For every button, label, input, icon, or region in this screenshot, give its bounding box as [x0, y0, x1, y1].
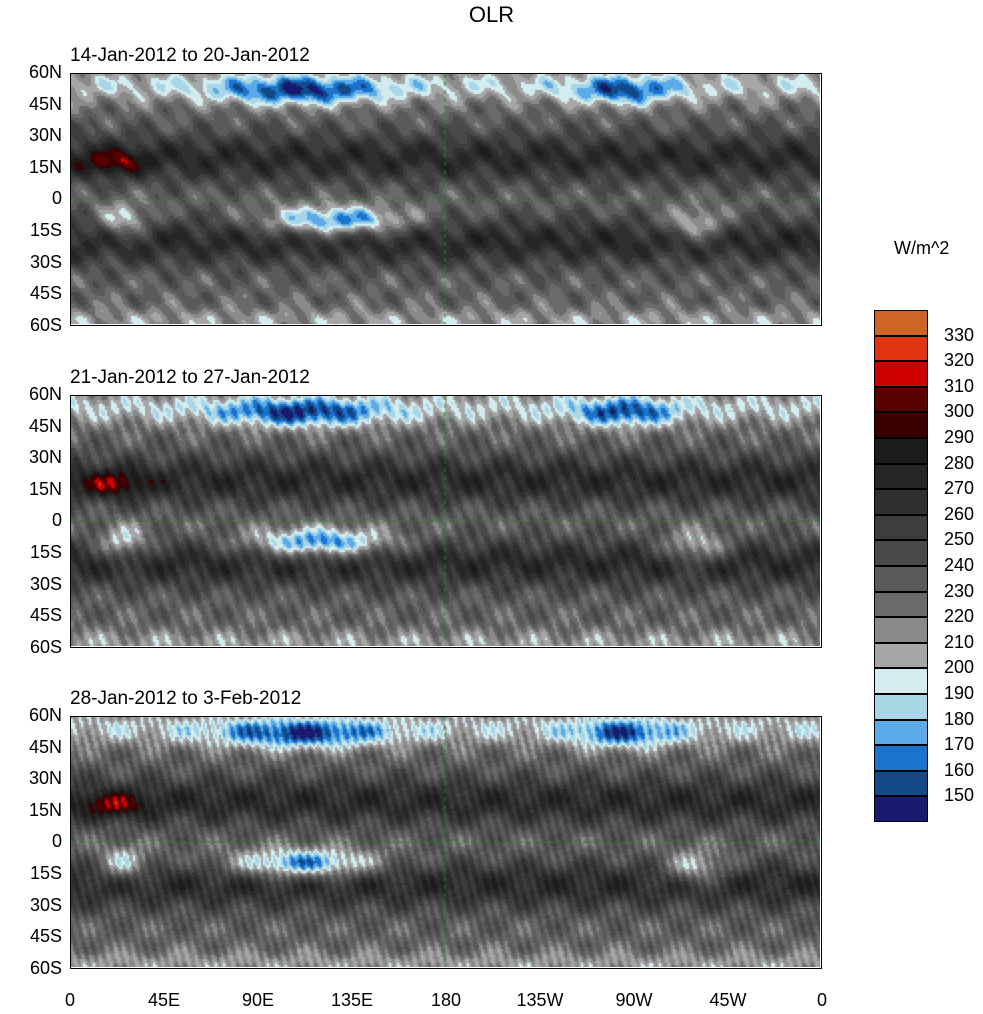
panel-title: 14-Jan-2012 to 20-Jan-2012: [70, 45, 310, 66]
lat-label: 0: [51, 510, 62, 531]
lat-label: 45S: [29, 283, 62, 304]
colorbar-box: [874, 412, 928, 438]
colorbar-label: 190: [944, 683, 975, 703]
colorbar-label: 210: [944, 631, 975, 652]
colorbar-box: [874, 770, 928, 797]
colorbar-box: [874, 745, 928, 771]
colorbar-box: [874, 796, 928, 822]
lat-label: 45S: [29, 605, 62, 626]
colorbar-label: 200: [944, 657, 975, 678]
lat-label: 30S: [29, 251, 62, 272]
lat-label: 60S: [29, 636, 62, 657]
lat-label: 60S: [29, 957, 62, 978]
map-panel: [70, 395, 822, 648]
panel-title: 28-Jan-2012 to 3-Feb-2012: [70, 688, 302, 709]
panel-title: 21-Jan-2012 to 27-Jan-2012: [70, 367, 310, 388]
colorbar-box: [874, 489, 928, 515]
colorbar-box: [874, 642, 928, 669]
lat-label: 30S: [29, 573, 62, 594]
olr-contour-map: [71, 396, 820, 646]
colorbar-label: 290: [944, 427, 975, 447]
map-panel: [70, 73, 822, 326]
colorbar-label: 230: [944, 580, 975, 601]
olr-contour-map: [71, 717, 820, 967]
lat-label: 30N: [28, 447, 62, 468]
lat-label: 60S: [29, 314, 62, 335]
colorbar-label: 310: [944, 375, 975, 396]
colorbar-box: [874, 361, 928, 387]
colorbar-box: [874, 514, 928, 541]
colorbar-box: [874, 694, 928, 720]
lat-label: 15S: [29, 220, 62, 240]
lon-label: 90E: [241, 990, 275, 1010]
lon-label: 90W: [615, 990, 653, 1010]
colorbar-box: [874, 617, 928, 643]
lat-label: 60N: [28, 62, 62, 82]
lon-label: 45W: [709, 990, 747, 1010]
olr-contour-map: [71, 74, 820, 324]
lon-label: 0: [816, 990, 827, 1010]
colorbar-box: [874, 335, 928, 362]
colorbar-label: 300: [944, 401, 975, 422]
lat-label: 15N: [28, 156, 62, 177]
lon-label: 0: [64, 990, 75, 1010]
lat-label: 15N: [28, 478, 62, 499]
colorbar-label: 270: [944, 478, 975, 499]
colorbar-box: [874, 668, 928, 694]
lon-label: 180: [430, 990, 462, 1010]
colorbar-label: 220: [944, 606, 975, 627]
colorbar-label: 160: [944, 759, 975, 780]
lat-label: 45S: [29, 926, 62, 947]
colorbar-label: 260: [944, 503, 975, 524]
lon-label: 45E: [147, 990, 181, 1010]
colorbar-label: 180: [944, 708, 975, 729]
lat-label: 45N: [28, 415, 62, 436]
lat-label: 0: [51, 831, 62, 852]
lat-label: 45N: [28, 93, 62, 114]
colorbar-box: [874, 591, 928, 618]
colorbar-box: [874, 438, 928, 464]
colorbar-label: 170: [944, 734, 975, 755]
lat-label: 15N: [28, 799, 62, 820]
lon-label: 135E: [330, 990, 374, 1010]
lat-label: 30S: [29, 894, 62, 915]
lat-label: 60N: [28, 705, 62, 725]
colorbar-label: 150: [944, 785, 975, 806]
lon-label: 135W: [516, 990, 564, 1010]
lat-label: 30N: [28, 125, 62, 146]
colorbar-box: [874, 310, 928, 336]
map-panel: [70, 716, 822, 969]
colorbar-units: W/m^2: [894, 238, 950, 258]
colorbar-box: [874, 566, 928, 592]
lat-label: 45N: [28, 736, 62, 757]
colorbar-label: 250: [944, 529, 975, 550]
colorbar-label: 330: [944, 324, 975, 345]
colorbar-label: 280: [944, 452, 975, 473]
colorbar-box: [874, 463, 928, 490]
lat-label: 15S: [29, 542, 62, 562]
lat-label: 60N: [28, 384, 62, 404]
figure-title: OLR: [468, 2, 515, 27]
lat-label: 0: [51, 188, 62, 209]
lat-label: 30N: [28, 768, 62, 789]
colorbar-label: 320: [944, 350, 975, 371]
colorbar-box: [874, 540, 928, 566]
colorbar-label: 240: [944, 555, 975, 575]
lat-label: 15S: [29, 863, 62, 883]
colorbar-box: [874, 719, 928, 746]
colorbar-box: [874, 386, 928, 413]
